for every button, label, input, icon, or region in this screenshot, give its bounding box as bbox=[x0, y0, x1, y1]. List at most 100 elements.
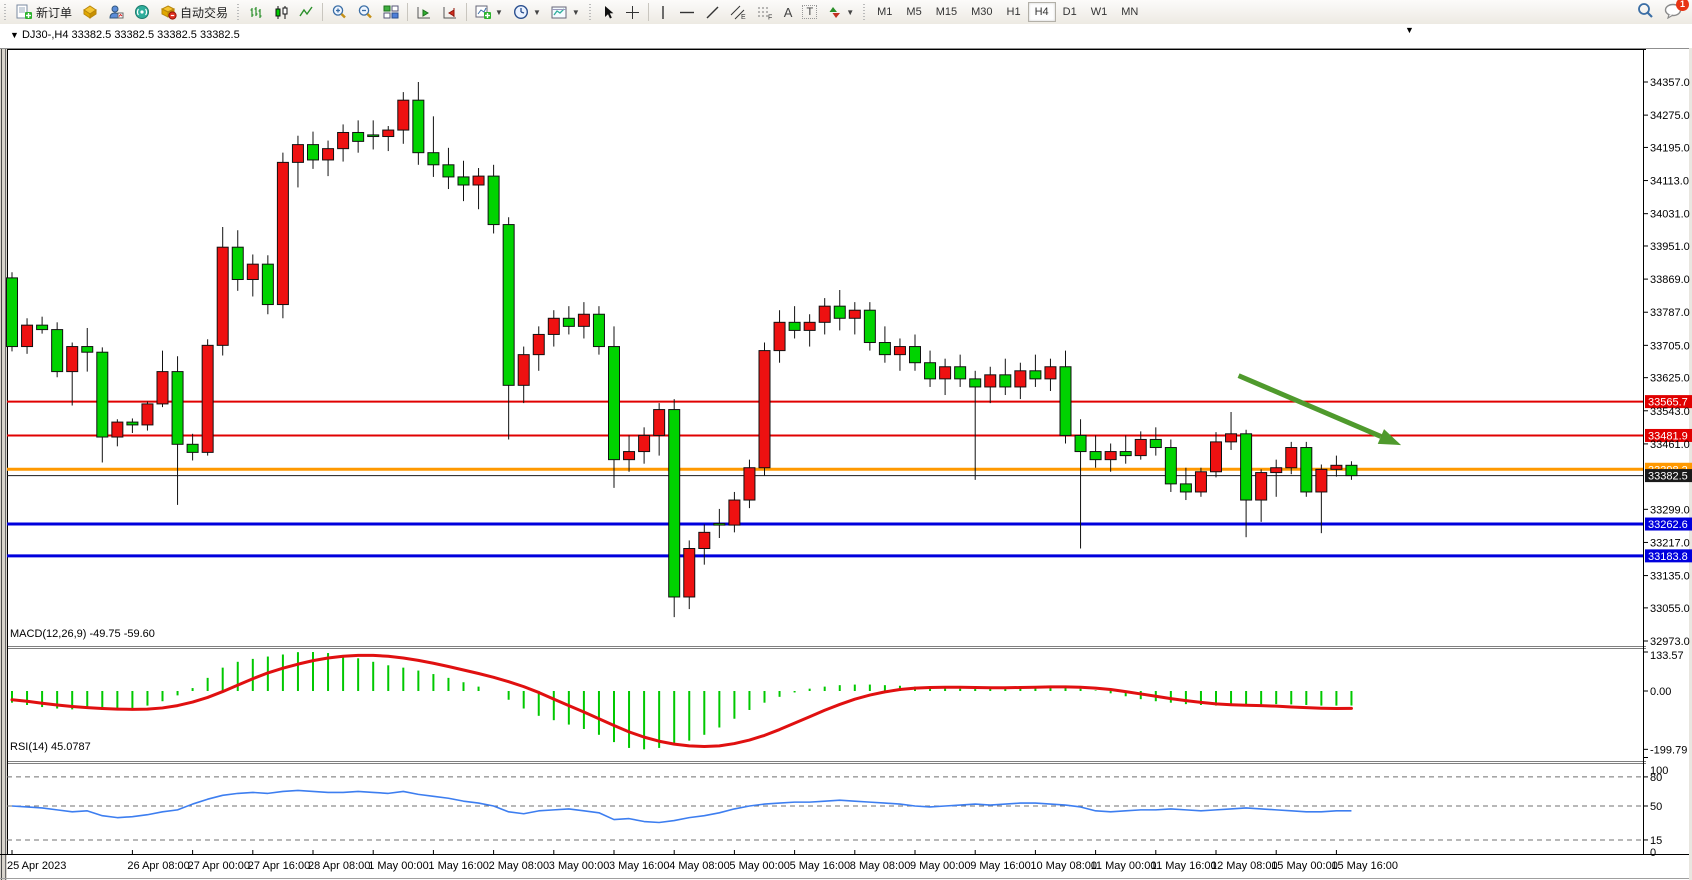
vertical-line-button[interactable] bbox=[652, 0, 674, 24]
time-tick-label: 26 Apr 08:00 bbox=[127, 860, 189, 872]
time-tick-label: 15 May 16:00 bbox=[1331, 860, 1398, 872]
bar-chart-button[interactable] bbox=[244, 0, 269, 24]
horizontal-line-button[interactable] bbox=[674, 0, 700, 24]
auto-trading-label: 自动交易 bbox=[180, 4, 228, 21]
zoom-out-button[interactable] bbox=[352, 0, 378, 24]
cursor-button[interactable] bbox=[596, 0, 620, 24]
notification-badge: 1 bbox=[1676, 0, 1689, 11]
tab-timeframe-h4[interactable]: H4 bbox=[1028, 2, 1056, 22]
toolbar-separator bbox=[407, 3, 408, 21]
time-tick-label: 11 May 16:00 bbox=[1151, 860, 1217, 872]
chart-window[interactable]: 33565.733481.933398.233382.533262.633183… bbox=[0, 24, 1692, 856]
tab-timeframe-m5[interactable]: M5 bbox=[899, 2, 928, 22]
price-tick-label: 33543.0 bbox=[1650, 406, 1690, 418]
fibonacci-icon: F bbox=[757, 5, 774, 20]
candlestick-chart-button[interactable] bbox=[269, 0, 294, 24]
navigator-button[interactable] bbox=[103, 0, 129, 24]
macd-axis-label: 0.00 bbox=[1650, 686, 1671, 698]
periods-button[interactable]: ▼ bbox=[508, 0, 546, 24]
rsi-axis-label: 50 bbox=[1650, 801, 1662, 813]
chevron-down-icon: ▼ bbox=[846, 8, 854, 17]
price-tick-label: 34113.0 bbox=[1650, 176, 1689, 188]
text-tool-letter: A bbox=[784, 5, 793, 20]
time-tick-label: 8 May 08:00 bbox=[850, 860, 911, 872]
price-tick-label: 33869.0 bbox=[1650, 274, 1690, 286]
tab-timeframe-m30[interactable]: M30 bbox=[964, 2, 999, 22]
fibonacci-button[interactable]: F bbox=[752, 0, 779, 24]
time-tick-label: 3 May 00:00 bbox=[549, 860, 610, 872]
price-tick-label: 33299.0 bbox=[1650, 504, 1690, 516]
line-chart-button[interactable] bbox=[294, 0, 319, 24]
chevron-down-icon: ▼ bbox=[572, 8, 580, 17]
new-order-label: 新订单 bbox=[36, 4, 72, 21]
chart-shift-button[interactable] bbox=[437, 0, 463, 24]
bar-chart-icon bbox=[249, 5, 264, 20]
time-tick-label: 12 May 08:00 bbox=[1211, 860, 1278, 872]
price-tick-label: 33787.0 bbox=[1650, 307, 1690, 319]
auto-scroll-button[interactable] bbox=[411, 0, 437, 24]
rsi-axis-label: 0 bbox=[1650, 847, 1656, 859]
new-order-icon bbox=[16, 4, 33, 20]
candle bbox=[1301, 442, 1312, 497]
market-watch-button[interactable] bbox=[77, 0, 103, 24]
svg-text:33382.5: 33382.5 bbox=[1648, 471, 1688, 483]
tab-timeframe-mn[interactable]: MN bbox=[1114, 2, 1145, 22]
toolbar-grip[interactable] bbox=[3, 4, 8, 20]
toolbar-grip[interactable] bbox=[236, 4, 241, 20]
chart-canvas[interactable]: 33565.733481.933398.233382.533262.633183… bbox=[0, 24, 1692, 880]
text-button[interactable]: A bbox=[779, 0, 798, 24]
vertical-line-icon bbox=[657, 5, 669, 20]
channel-icon: E bbox=[730, 5, 747, 20]
zoom-in-button[interactable] bbox=[326, 0, 352, 24]
zoom-out-icon bbox=[357, 4, 373, 20]
channel-button[interactable]: E bbox=[725, 0, 752, 24]
price-tick-label: 33705.0 bbox=[1650, 340, 1690, 352]
svg-text:33262.6: 33262.6 bbox=[1648, 519, 1688, 531]
navigator-icon bbox=[108, 4, 124, 20]
auto-trading-button[interactable]: 自动交易 bbox=[155, 0, 233, 24]
new-order-button[interactable]: 新订单 bbox=[11, 0, 77, 24]
time-tick-label: 25 Apr 2023 bbox=[7, 860, 66, 872]
signals-button[interactable] bbox=[129, 0, 155, 24]
time-tick-label: 2 May 08:00 bbox=[489, 860, 550, 872]
toolbar-grip[interactable] bbox=[588, 4, 593, 20]
macd-axis-label: -199.79 bbox=[1650, 744, 1687, 756]
line-chart-icon bbox=[299, 5, 314, 20]
trendline-button[interactable] bbox=[700, 0, 725, 24]
tile-windows-button[interactable] bbox=[378, 0, 404, 24]
time-tick-label: 15 May 00:00 bbox=[1271, 860, 1338, 872]
time-tick-label: 1 May 00:00 bbox=[368, 860, 429, 872]
tab-timeframe-m1[interactable]: M1 bbox=[870, 2, 899, 22]
tab-timeframe-w1[interactable]: W1 bbox=[1084, 2, 1115, 22]
candle bbox=[7, 272, 18, 351]
tab-timeframe-h1[interactable]: H1 bbox=[1000, 2, 1028, 22]
time-tick-label: 9 May 16:00 bbox=[970, 860, 1031, 872]
indicators-button[interactable]: ▼ bbox=[470, 0, 508, 24]
price-tick-label: 34275.0 bbox=[1650, 110, 1690, 122]
templates-button[interactable]: ▼ bbox=[546, 0, 585, 24]
chart-shift-marker[interactable]: ▼ bbox=[1405, 25, 1414, 35]
time-tick-label: 11 May 00:00 bbox=[1091, 860, 1157, 872]
indicators-icon bbox=[475, 5, 491, 20]
rsi-indicator-label: RSI(14) 45.0787 bbox=[10, 741, 91, 753]
candlestick-chart-icon bbox=[274, 5, 289, 20]
toolbar-grip[interactable] bbox=[862, 4, 867, 20]
text-label-button[interactable]: T bbox=[797, 0, 822, 24]
notifications-button[interactable]: 1 bbox=[1664, 3, 1682, 22]
templates-icon bbox=[551, 5, 568, 20]
crosshair-button[interactable] bbox=[620, 0, 645, 24]
price-tick-label: 32973.0 bbox=[1650, 636, 1690, 648]
tab-timeframe-m15[interactable]: M15 bbox=[929, 2, 964, 22]
candle bbox=[1165, 439, 1176, 492]
candle bbox=[277, 153, 288, 319]
time-tick-label: 5 May 00:00 bbox=[729, 860, 790, 872]
search-button[interactable] bbox=[1636, 2, 1654, 23]
tab-timeframe-d1[interactable]: D1 bbox=[1056, 2, 1084, 22]
time-tick-label: 28 Apr 08:00 bbox=[308, 860, 370, 872]
one-click-trading-toggle[interactable]: ▼ bbox=[10, 30, 19, 40]
clock-icon bbox=[513, 4, 529, 20]
time-tick-label: 3 May 16:00 bbox=[609, 860, 670, 872]
arrows-button[interactable]: ▼ bbox=[822, 0, 859, 24]
chart-window-title: ▼ DJ30-,H4 33382.5 33382.5 33382.5 33382… bbox=[10, 29, 240, 41]
crosshair-icon bbox=[625, 5, 640, 20]
